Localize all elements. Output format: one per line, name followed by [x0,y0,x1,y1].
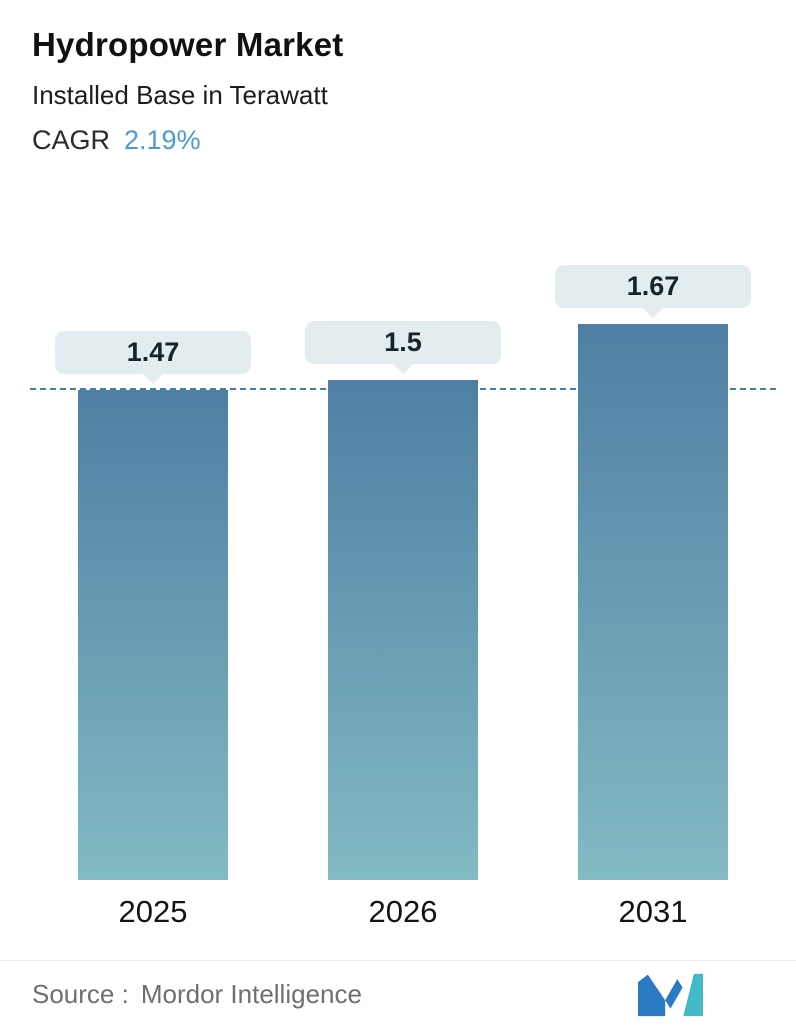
page-title: Hydropower Market [32,26,344,63]
chart-subtitle: Installed Base in Terawatt [32,80,328,110]
cagr-line: CAGR 2.19% [32,125,764,156]
value-label-2031: 1.67 [555,265,751,308]
value-callout-2025: 1.47 [55,331,251,384]
chart-footer: Source : Mordor Intelligence [0,960,796,1034]
bar-2026 [328,380,478,880]
bar-group-2031: 1.67 2031 [553,265,753,936]
bar-group-2026: 1.5 2026 [303,321,503,936]
cagr-label: CAGR [32,125,111,155]
chart-header: Hydropower Market Installed Base in Tera… [32,26,764,156]
value-callout-2026: 1.5 [305,321,501,374]
callout-pointer-icon [142,373,164,384]
value-callout-2031: 1.67 [555,265,751,318]
axis-label-2031: 2031 [618,894,688,929]
bar-chart: 1.47 2025 1.5 2026 1.67 2031 [28,220,778,936]
bar-2025 [78,390,228,880]
axis-label-2026: 2026 [368,894,438,929]
callout-pointer-icon [392,363,414,374]
value-label-2025: 1.47 [55,331,251,374]
callout-pointer-icon [642,307,664,318]
cagr-value: 2.19% [124,125,201,155]
bar-group-2025: 1.47 2025 [53,331,253,936]
bar-2031 [578,324,728,880]
value-label-2026: 1.5 [305,321,501,364]
source-text: Source : Mordor Intelligence [32,979,362,1010]
source-value: Mordor Intelligence [140,979,362,1009]
axis-label-2025: 2025 [118,894,188,929]
source-label: Source : [32,979,129,1009]
mordor-intelligence-logo [638,973,703,1016]
